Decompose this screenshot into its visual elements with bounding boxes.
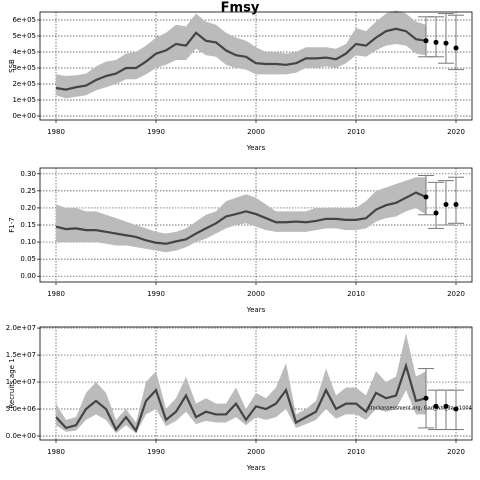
x-tick-label: 2020 bbox=[447, 128, 465, 136]
x-tick-label: 2020 bbox=[447, 448, 465, 456]
forecast-point bbox=[443, 40, 449, 46]
forecast-point bbox=[453, 406, 459, 412]
y-tick-label: 1.0e+07 bbox=[6, 378, 36, 386]
y-tick-label: 3e+05 bbox=[12, 64, 36, 72]
forecast-point bbox=[423, 395, 429, 401]
estimate-line bbox=[55, 191, 427, 245]
forecast-point bbox=[433, 403, 439, 409]
x-tick-label: 2010 bbox=[347, 290, 365, 298]
y-tick-label: 4e+05 bbox=[12, 48, 36, 56]
forecast-point bbox=[453, 202, 459, 208]
x-tick-label: 1990 bbox=[147, 448, 165, 456]
y-tick-label: 0.05 bbox=[20, 255, 36, 263]
annotation: stockassessment.org, Gad_whi_3a_c1004 bbox=[368, 406, 472, 412]
forecast-point bbox=[433, 39, 439, 45]
x-axis-label: Years bbox=[246, 306, 266, 314]
forecast-point bbox=[433, 210, 439, 216]
y-tick-label: 6e+05 bbox=[12, 16, 36, 24]
plot-frame bbox=[39, 167, 473, 283]
y-tick-label: 0.20 bbox=[20, 204, 36, 212]
y-axis-label: SSB bbox=[8, 59, 16, 73]
x-tick-label: 1980 bbox=[47, 448, 65, 456]
x-tick-label: 2000 bbox=[247, 448, 265, 456]
y-tick-label: 5.0e+06 bbox=[6, 405, 37, 413]
x-tick-label: 2000 bbox=[247, 128, 265, 136]
x-axis-label: Years bbox=[246, 144, 266, 152]
estimate-line bbox=[55, 362, 427, 433]
y-tick-label: 2.0e+07 bbox=[6, 324, 36, 332]
plot-frame bbox=[39, 326, 473, 441]
x-tick-label: 1990 bbox=[147, 128, 165, 136]
y-tick-label: 1e+05 bbox=[12, 96, 36, 104]
y-tick-label: 0.25 bbox=[20, 187, 36, 195]
y-axis-label: Recruits age 1 bbox=[8, 358, 16, 408]
y-tick-label: 0.15 bbox=[20, 221, 36, 229]
y-tick-label: 2e+05 bbox=[12, 80, 36, 88]
x-tick-label: 2020 bbox=[447, 290, 465, 298]
forecast-point bbox=[453, 45, 459, 51]
y-tick-label: 0e+00 bbox=[12, 112, 36, 120]
forecast-point bbox=[423, 38, 429, 44]
y-tick-label: 0.00 bbox=[20, 272, 36, 280]
y-tick-label: 0.0e+00 bbox=[6, 432, 36, 440]
plot-frame bbox=[39, 11, 473, 121]
x-tick-label: 1980 bbox=[47, 290, 65, 298]
x-tick-label: 1990 bbox=[147, 290, 165, 298]
x-tick-label: 2010 bbox=[347, 448, 365, 456]
forecast-point bbox=[423, 194, 429, 200]
y-axis-label: F1-7 bbox=[8, 217, 16, 232]
estimate-line bbox=[55, 27, 427, 91]
y-tick-label: 0.10 bbox=[20, 238, 36, 246]
y-tick-label: 0.30 bbox=[20, 170, 36, 178]
y-tick-label: 5e+05 bbox=[12, 32, 36, 40]
forecast-point bbox=[443, 202, 449, 208]
confidence-band bbox=[56, 177, 426, 253]
x-tick-label: 2010 bbox=[347, 128, 365, 136]
forecast-point bbox=[443, 403, 449, 409]
x-tick-label: 2000 bbox=[247, 290, 265, 298]
y-tick-label: 1.5e+07 bbox=[6, 351, 36, 359]
chart-title: Fmsy bbox=[221, 1, 260, 16]
confidence-band bbox=[56, 333, 426, 434]
x-axis-label: Years bbox=[246, 464, 266, 472]
confidence-band bbox=[56, 10, 426, 99]
x-tick-label: 1980 bbox=[47, 128, 65, 136]
